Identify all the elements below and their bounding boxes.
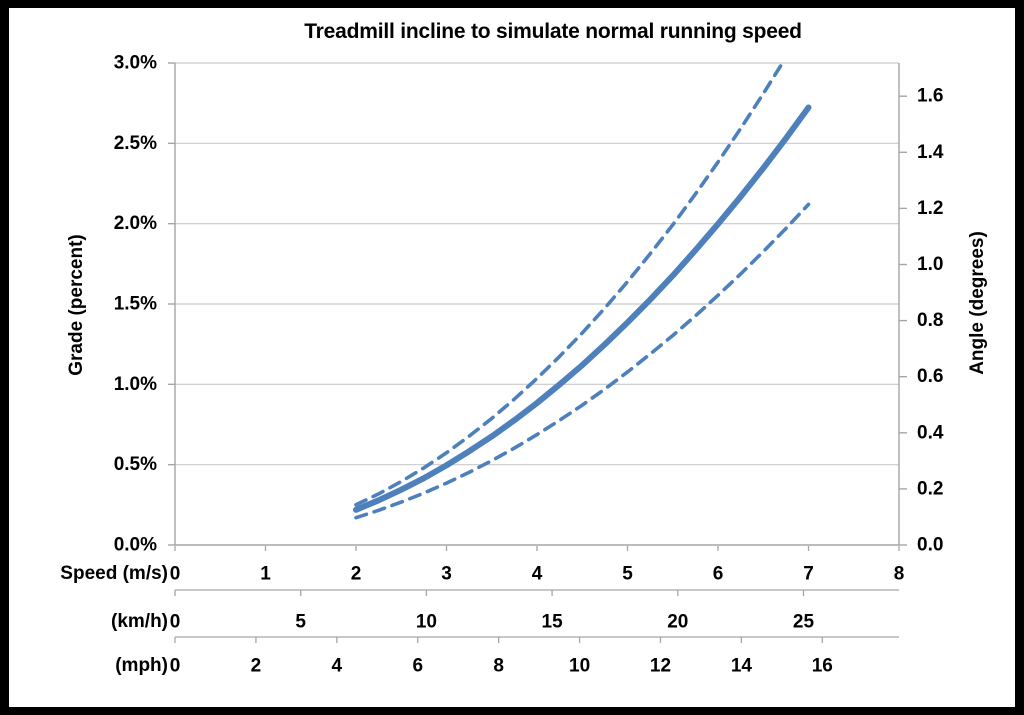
x-tick-label-speed_mph: 10 bbox=[569, 656, 590, 677]
x-tick-label-speed_mph: 4 bbox=[332, 656, 343, 677]
right-axis-tick-label: 1.2 bbox=[917, 198, 943, 219]
x-tick-label-speed_ms: 8 bbox=[894, 564, 905, 585]
left-axis-tick-label: 2.5% bbox=[114, 133, 157, 154]
x-axis-label-mph: (mph) bbox=[115, 655, 168, 676]
x-axis-label-kmh: (km/h) bbox=[111, 611, 168, 632]
x-tick-label-speed_kmh: 0 bbox=[170, 612, 181, 633]
left-axis-tick-label: 0.0% bbox=[114, 535, 157, 556]
right-axis-tick-label: 0.8 bbox=[917, 310, 943, 331]
x-tick-label-speed_kmh: 5 bbox=[295, 612, 306, 633]
x-tick-label-speed_mph: 14 bbox=[731, 656, 753, 677]
right-axis-tick-label: 0.6 bbox=[917, 366, 943, 387]
series-lower-bound bbox=[354, 202, 811, 520]
x-tick-label-speed_ms: 5 bbox=[622, 564, 633, 585]
x-tick-label-speed_ms: 7 bbox=[803, 564, 814, 585]
x-axis-label-ms: Speed (m/s) bbox=[60, 563, 168, 584]
x-tick-label-speed_ms: 1 bbox=[260, 564, 271, 585]
x-tick-label-speed_mph: 8 bbox=[493, 656, 504, 677]
left-axis-tick-label: 2.0% bbox=[114, 213, 157, 234]
series-upper-bound bbox=[354, 63, 785, 507]
right-axis-tick-label: 1.0 bbox=[917, 254, 943, 275]
right-axis-tick-label: 0.0 bbox=[917, 535, 943, 556]
x-tick-label-speed_ms: 2 bbox=[351, 564, 362, 585]
x-tick-label-speed_kmh: 15 bbox=[542, 612, 564, 633]
x-tick-label-speed_ms: 3 bbox=[441, 564, 452, 585]
x-tick-label-speed_kmh: 20 bbox=[667, 612, 688, 633]
x-tick-label-speed_mph: 12 bbox=[650, 656, 671, 677]
x-tick-label-speed_kmh: 25 bbox=[793, 612, 815, 633]
x-tick-label-speed_mph: 0 bbox=[170, 656, 181, 677]
x-tick-label-speed_mph: 2 bbox=[251, 656, 262, 677]
right-axis-tick-label: 0.2 bbox=[917, 478, 943, 499]
x-tick-label-speed_ms: 4 bbox=[532, 564, 543, 585]
x-tick-label-speed_mph: 16 bbox=[812, 656, 833, 677]
right-axis-tick-label: 1.6 bbox=[917, 86, 943, 107]
x-tick-label-speed_ms: 0 bbox=[170, 564, 181, 585]
left-axis-tick-label: 0.5% bbox=[114, 454, 157, 475]
right-axis-tick-label: 0.4 bbox=[917, 422, 944, 443]
x-tick-label-speed_kmh: 10 bbox=[416, 612, 437, 633]
chart-title: Treadmill incline to simulate normal run… bbox=[304, 20, 802, 43]
right-axis-tick-label: 1.4 bbox=[917, 142, 944, 163]
x-tick-label-speed_ms: 6 bbox=[713, 564, 724, 585]
series-nominal bbox=[353, 104, 812, 513]
x-tick-label-speed_mph: 6 bbox=[412, 656, 423, 677]
left-axis-tick-label: 3.0% bbox=[114, 53, 157, 74]
left-axis-tick-label: 1.0% bbox=[114, 374, 157, 395]
left-axis-tick-label: 1.5% bbox=[114, 294, 157, 315]
